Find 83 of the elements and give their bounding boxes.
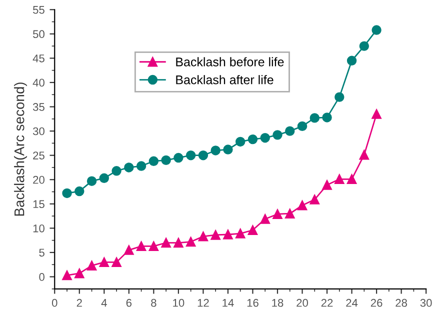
point [346, 56, 357, 66]
point [198, 150, 208, 160]
x-tick-label: 16 [247, 298, 258, 307]
y-tick-label: 0 [39, 273, 44, 281]
y-tick-label: 40 [32, 78, 44, 87]
point [210, 230, 220, 240]
point [223, 230, 233, 240]
point [99, 257, 110, 268]
point [186, 150, 196, 160]
x-tick-label: 20 [296, 298, 308, 307]
point [124, 245, 134, 255]
point [86, 260, 97, 270]
point [334, 174, 344, 184]
point [260, 214, 270, 224]
legend-label: Backlash before life [176, 57, 284, 66]
x-tick-label: 0 [52, 298, 58, 307]
point [148, 241, 159, 252]
x-tick-label: 8 [151, 298, 156, 307]
point [74, 186, 84, 196]
point [248, 134, 258, 144]
point [148, 156, 159, 166]
point [136, 161, 146, 171]
point [198, 232, 208, 242]
point [346, 174, 357, 184]
y-tick-label: 10 [33, 224, 44, 232]
point [334, 92, 344, 102]
point [310, 194, 320, 204]
y-tick-label: 50 [32, 30, 44, 38]
point [99, 173, 110, 184]
point [285, 208, 295, 218]
x-tick-label: 28 [396, 298, 408, 307]
y-tick-label: 45 [32, 54, 44, 62]
y-tick-label: 15 [33, 200, 44, 208]
y-tick-label: 55 [32, 6, 44, 14]
point [272, 130, 282, 140]
y-tick-label: 20 [33, 176, 44, 184]
x-tick-label: 26 [370, 298, 382, 307]
point [322, 112, 332, 122]
point [186, 236, 196, 247]
x-tick-label: 18 [272, 298, 284, 307]
x-tick-label: 12 [198, 298, 209, 307]
point [235, 136, 246, 147]
point [359, 41, 370, 51]
point [359, 150, 370, 160]
point [235, 228, 246, 238]
point [372, 109, 382, 119]
point [86, 176, 97, 186]
x-tick-label: 22 [321, 298, 333, 307]
point [310, 113, 320, 123]
x-tick-label: 2 [76, 298, 82, 307]
point [62, 270, 72, 280]
x-tick-label: 10 [173, 298, 184, 307]
point [174, 152, 184, 163]
point [372, 25, 382, 35]
y-tick-label: 35 [32, 103, 44, 111]
point [297, 200, 308, 210]
point [210, 146, 220, 156]
point [124, 162, 134, 172]
x-tick-label: 30 [420, 298, 432, 307]
point [74, 268, 84, 278]
y-tick-label: 30 [32, 127, 44, 136]
point [112, 166, 122, 176]
point [62, 188, 72, 198]
point [285, 126, 295, 136]
point [248, 225, 258, 235]
legend-label: Backlash after life [176, 75, 274, 84]
point [174, 238, 184, 248]
x-tick-label: 24 [346, 298, 358, 307]
point [136, 241, 146, 252]
point [297, 121, 308, 132]
x-tick-label: 4 [101, 299, 107, 307]
point [223, 144, 233, 154]
y-axis-title: Backlash(Arc second) [14, 82, 27, 216]
point [112, 257, 122, 268]
point [322, 180, 332, 190]
y-tick-label: 5 [39, 248, 44, 257]
point [260, 132, 270, 143]
point [161, 155, 171, 166]
point [161, 238, 171, 248]
y-tick-label: 25 [33, 152, 44, 160]
x-tick-label: 6 [126, 298, 132, 307]
point [272, 209, 282, 219]
x-tick-label: 14 [222, 299, 234, 307]
